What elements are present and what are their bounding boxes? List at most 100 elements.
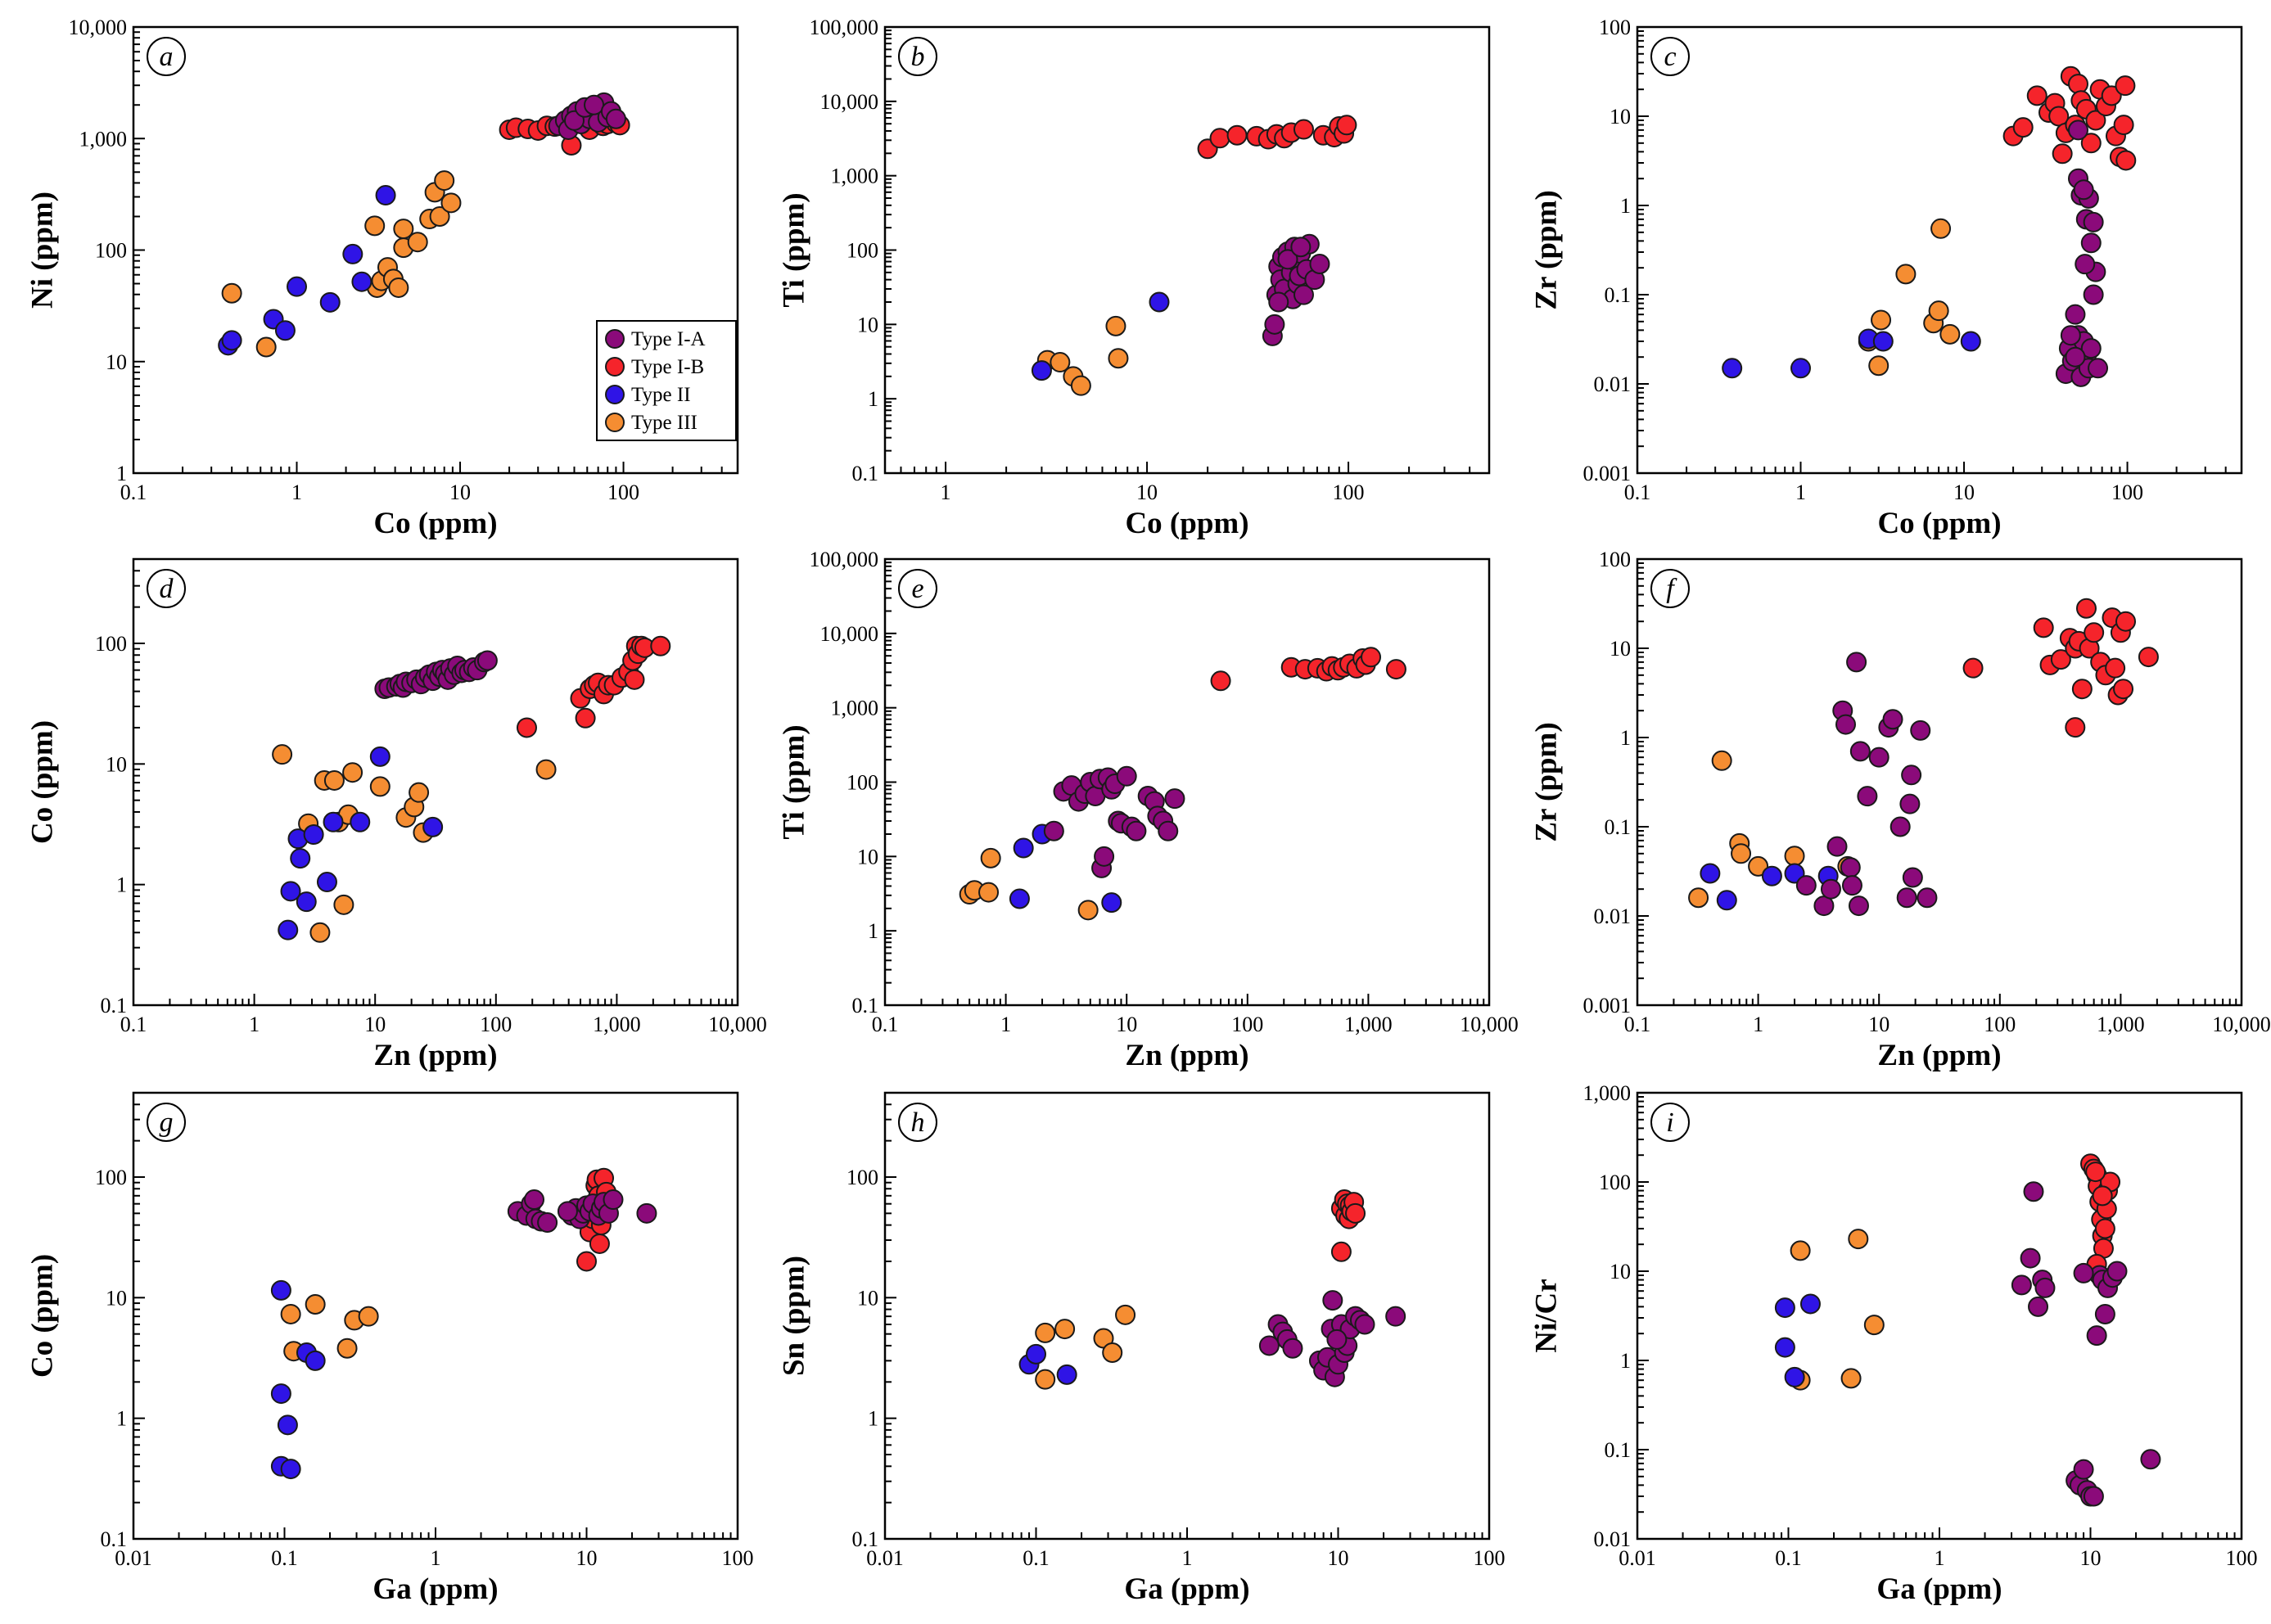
panel-letter: c: [1664, 42, 1676, 72]
data-point-type-ia: [1354, 1314, 1375, 1335]
data-point-type-ib: [2026, 85, 2048, 106]
data-point-type-ia: [636, 1202, 657, 1224]
y-tick-label: 10: [857, 1286, 878, 1310]
data-point-type-ib: [1293, 119, 1314, 140]
data-point-type-ii: [296, 891, 317, 913]
data-point-type-ib: [1385, 659, 1406, 680]
plot-frame: [132, 1091, 739, 1541]
panel-letter: g: [160, 1107, 174, 1138]
data-point-type-ib: [2033, 617, 2054, 638]
data-point-type-ii: [1013, 837, 1034, 859]
data-point-type-ii: [1799, 1293, 1821, 1315]
data-point-type-ii: [278, 919, 299, 941]
chart-panel-c: 0.1 1 10 100 0.001 0.01 0.1 1 10 100 Co (ppm) Zr (p…: [1529, 16, 2243, 540]
y-tick-label: 1: [1620, 726, 1631, 750]
data-point-type-iii: [1108, 348, 1129, 369]
y-tick-label: 0.01: [1594, 372, 1632, 396]
data-point-type-ia: [1094, 846, 1115, 867]
data-point-type-iii: [1784, 846, 1805, 867]
y-tick-label: 0.001: [1583, 462, 1632, 485]
data-point-type-ib: [2075, 598, 2097, 619]
data-point-type-iii: [358, 1306, 379, 1327]
data-point-type-ia: [1309, 253, 1330, 274]
y-tick-label: 100: [95, 239, 127, 263]
data-point-type-ii: [1784, 1366, 1805, 1387]
data-point-type-ia: [2140, 1449, 2161, 1470]
data-point-type-iii: [323, 769, 345, 791]
data-point-type-ia: [1901, 765, 1922, 786]
data-point-type-ii: [342, 243, 363, 264]
chart-panel-d: 0.1 1 10 100 1,000 10,000 0.1 1 10 100 Zn (ppm) Co …: [25, 557, 767, 1072]
data-point-type-ii: [323, 811, 344, 832]
data-point-type-ib: [2085, 110, 2106, 131]
y-tick-label: 0.1: [101, 994, 128, 1017]
y-tick-label: 10: [1610, 637, 1631, 661]
x-tick-label: 10: [1868, 1013, 1889, 1036]
data-point-type-ia: [2073, 1459, 2094, 1480]
plot-frame: [132, 557, 739, 1007]
legend-marker: [605, 385, 625, 404]
x-tick-label: 1: [1182, 1546, 1193, 1570]
data-point-type-ii: [270, 1279, 291, 1301]
data-point-type-ii: [303, 824, 324, 846]
data-point-type-ia: [1868, 747, 1889, 768]
data-point-type-ib: [1210, 670, 1231, 692]
data-point-type-ii: [1774, 1337, 1795, 1358]
x-axis-title: Zn (ppm): [1877, 1039, 2001, 1072]
data-point-type-iii: [1868, 355, 1889, 377]
data-point-type-ia: [1258, 1335, 1280, 1356]
data-point-type-ia: [2034, 1277, 2056, 1298]
data-point-type-ib: [2065, 717, 2086, 738]
data-point-type-ib: [1361, 647, 1382, 668]
data-point-type-ib: [2092, 1185, 2113, 1207]
data-point-type-ii: [350, 811, 371, 832]
x-tick-label: 1: [1935, 1546, 1945, 1570]
y-tick-label: 1,000: [831, 165, 879, 188]
x-tick-label: 100: [1333, 480, 1365, 504]
y-tick-label: 1: [868, 919, 878, 943]
y-axis-title: Ti (ppm): [777, 192, 810, 307]
data-point-type-iii: [978, 882, 1000, 903]
panel-letter-circle: [147, 1103, 186, 1142]
data-point-type-ia: [1848, 895, 1869, 917]
data-point-type-ia: [1857, 786, 1878, 807]
data-point-type-ia: [1043, 820, 1064, 841]
data-point-type-ib: [2067, 74, 2088, 95]
x-tick-label: 1,000: [593, 1013, 641, 1036]
x-tick-label: 1,000: [2097, 1013, 2145, 1036]
data-point-type-ii: [270, 1383, 291, 1405]
data-point-type-iii: [369, 776, 391, 797]
data-point-type-iii: [1054, 1319, 1076, 1340]
data-point-type-ib: [2094, 1218, 2115, 1239]
y-tick-label: 10,000: [820, 622, 879, 646]
y-tick-label: 0.1: [1605, 1438, 1632, 1462]
data-point-type-iii: [342, 762, 363, 783]
y-tick-label: 100: [1599, 1171, 1631, 1194]
x-tick-label: 0.01: [866, 1546, 904, 1570]
data-point-type-ia: [1277, 249, 1298, 270]
data-point-type-iii: [333, 894, 354, 915]
x-tick-label: 100: [1984, 1013, 2016, 1036]
data-point-type-ii: [1774, 1297, 1795, 1319]
data-point-type-ia: [1326, 1329, 1348, 1350]
data-point-type-iii: [1035, 1369, 1056, 1390]
x-axis-title: Co (ppm): [1125, 507, 1248, 540]
data-point-type-iii: [1930, 218, 1952, 239]
data-point-type-ia: [2065, 304, 2086, 325]
data-point-type-iii: [1105, 315, 1126, 336]
legend-marker: [605, 413, 625, 432]
data-point-type-ib: [2071, 679, 2093, 700]
data-point-type-ii: [422, 816, 444, 837]
x-tick-label: 100: [480, 1013, 512, 1036]
data-point-type-ia: [2075, 254, 2096, 275]
y-tick-label: 1: [1620, 194, 1631, 218]
data-point-type-iii: [1050, 352, 1071, 373]
x-tick-label: 100: [1474, 1546, 1506, 1570]
x-tick-label: 10: [1116, 1013, 1137, 1036]
data-point-type-iii: [1928, 300, 1949, 322]
y-tick-label: 100,000: [810, 16, 879, 39]
y-tick-label: 0.1: [1605, 283, 1632, 307]
